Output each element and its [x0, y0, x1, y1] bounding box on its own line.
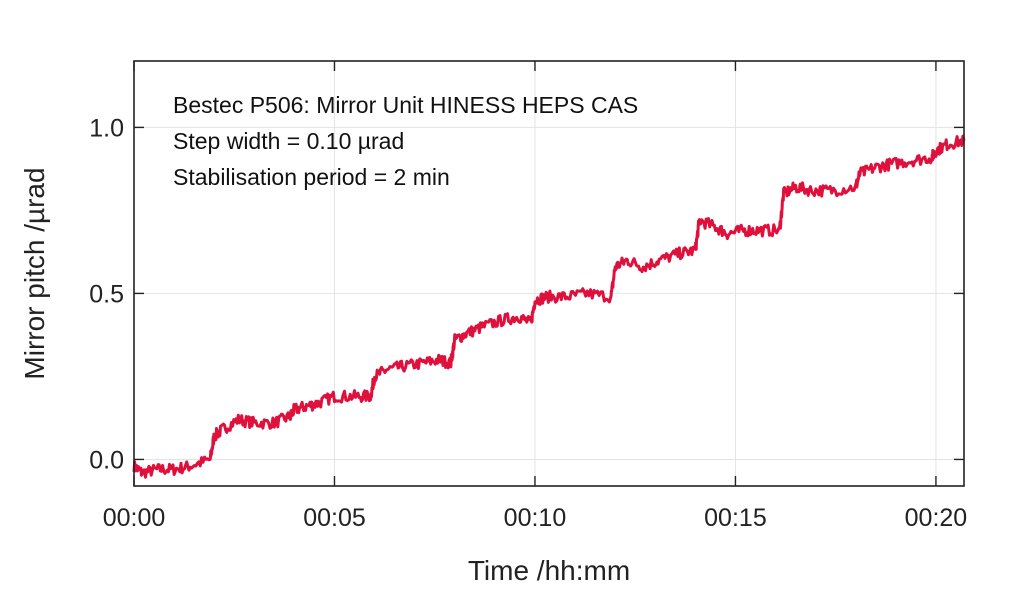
x-tick-labels: 00:00 00:05 00:10 00:15 00:20 [103, 504, 967, 532]
annotation-line: Stabilisation period = 2 min [173, 164, 450, 190]
series-line [132, 134, 966, 479]
x-tick-label: 00:05 [303, 504, 366, 532]
axis-ticks [133, 61, 964, 486]
y-axis-title: Mirror pitch /µrad [19, 167, 50, 379]
series-layer [132, 134, 966, 479]
x-tick-label: 00:00 [103, 504, 166, 532]
y-tick-labels: 0.0 0.5 1.0 [89, 114, 124, 474]
x-tick-label: 00:15 [704, 504, 767, 532]
grid-lines [133, 61, 964, 486]
x-tick-label: 00:20 [905, 504, 968, 532]
plot-frame [133, 60, 965, 487]
y-tick-label: 0.0 [89, 446, 124, 474]
annotations: Bestec P506: Mirror Unit HINESS HEPS CAS… [173, 92, 638, 190]
y-tick-label: 0.5 [89, 280, 124, 308]
x-axis-title: Time /hh:mm [468, 555, 630, 586]
y-tick-label: 1.0 [89, 114, 124, 142]
annotation-line: Bestec P506: Mirror Unit HINESS HEPS CAS [173, 92, 638, 118]
annotation-line: Step width = 0.10 µrad [173, 128, 404, 154]
x-tick-label: 00:10 [504, 504, 567, 532]
